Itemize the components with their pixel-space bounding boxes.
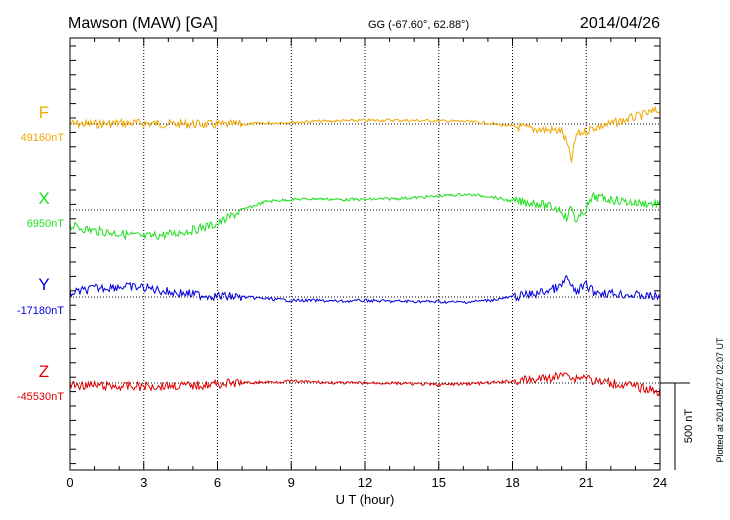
coordinates-label: GG (-67.60°, 62.88°) <box>368 19 469 31</box>
x-tick-label: 18 <box>505 475 519 490</box>
x-tick-label: 6 <box>214 475 221 490</box>
x-tick-label: 3 <box>140 475 147 490</box>
component-label-z: Z <box>39 362 49 381</box>
component-label-y: Y <box>38 275 49 294</box>
series-line-x <box>69 191 661 241</box>
baseline-label-y: -17180nT <box>17 305 64 317</box>
scale-bar-label: 500 nT <box>683 409 695 444</box>
plotted-timestamp: Plotted at 2014/05/27 02:07 UT <box>715 337 725 463</box>
series-layer <box>69 105 661 397</box>
x-tick-label: 15 <box>432 475 446 490</box>
date-label: 2014/04/26 <box>580 15 660 32</box>
baseline-label-x: 6950nT <box>27 218 65 230</box>
x-tick-label: 9 <box>288 475 295 490</box>
component-labels: F 49160nT X 6950nT Y -17180nT Z -45530nT <box>17 103 64 403</box>
x-tick-label: 21 <box>579 475 593 490</box>
station-title: Mawson (MAW) [GA] <box>68 15 218 32</box>
x-tick-label: 0 <box>66 475 73 490</box>
component-label-f: F <box>39 103 49 122</box>
baseline-label-z: -45530nT <box>17 391 64 403</box>
series-line-y <box>69 274 661 305</box>
series-line-z <box>69 371 661 397</box>
x-axis-label: U T (hour) <box>336 492 395 507</box>
x-tick-label: 24 <box>653 475 667 490</box>
x-tick-label: 12 <box>358 475 372 490</box>
component-label-x: X <box>38 189 49 208</box>
baseline-label-f: 49160nT <box>21 132 65 144</box>
x-axis-ticks: 0 3 6 9 12 15 18 21 24 <box>66 38 667 490</box>
series-line-f <box>69 105 661 163</box>
grid-layer <box>70 38 660 470</box>
scale-bar: 500 nT <box>660 382 695 470</box>
